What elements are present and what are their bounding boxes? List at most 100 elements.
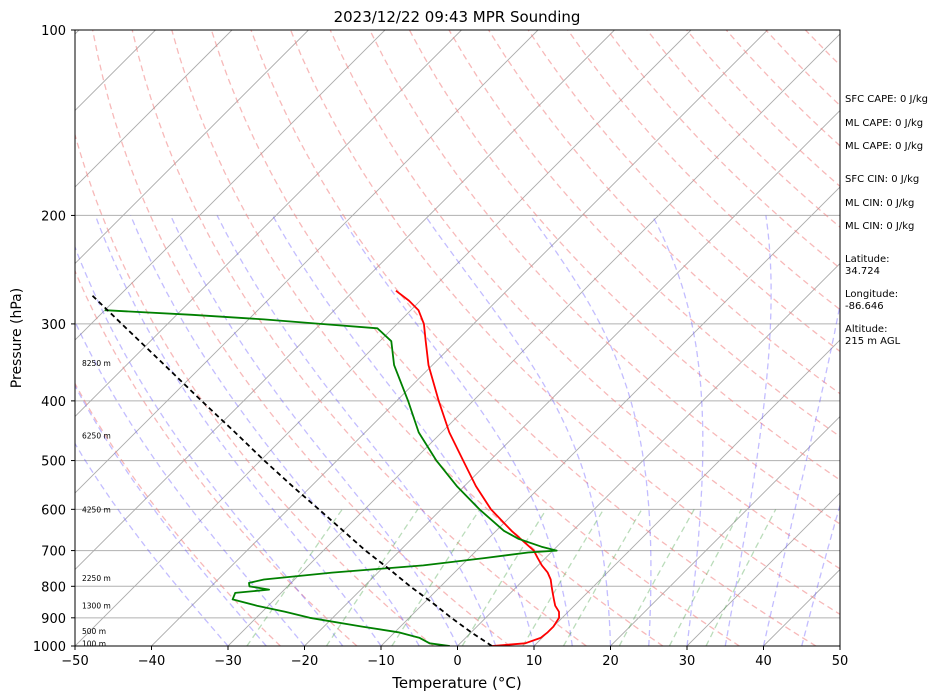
isotherm-line — [75, 30, 309, 265]
dry-adiabat-line — [488, 30, 840, 395]
x-tick-label: 0 — [453, 654, 461, 669]
mixing-ratio-line — [246, 508, 343, 646]
x-axis-ticks: −50 −40 −30 −20 −10 0 10 20 30 40 50 — [61, 646, 848, 669]
isotherm-line — [75, 30, 462, 418]
moist-adiabat-line — [762, 301, 840, 646]
y-tick-label: 700 — [41, 545, 66, 560]
isotherm-line — [610, 415, 840, 646]
sounding-series — [91, 289, 560, 646]
x-tick-label: 10 — [526, 654, 543, 669]
y-axis-label: Pressure (hPa) — [9, 288, 25, 388]
parcel-profile-line — [91, 295, 493, 646]
dry-adiabat-line — [171, 30, 664, 646]
x-tick-label: −50 — [61, 654, 88, 669]
ml-cape-text: ML CAPE: 0 J/kg — [845, 118, 923, 129]
y-tick-label: 900 — [41, 612, 66, 627]
moist-adiabat-line — [801, 502, 840, 646]
height-label: 500 m — [82, 627, 106, 636]
x-tick-label: 40 — [755, 654, 772, 669]
sfc-cin-text: SFC CIN: 0 J/kg — [845, 174, 919, 185]
mixing-ratio-line — [461, 508, 547, 646]
altitude-value: 215 m AGL — [845, 336, 901, 347]
isotherm-line — [533, 339, 840, 646]
mixing-ratio-line — [391, 508, 481, 646]
x-axis-label: Temperature (°C) — [391, 674, 521, 692]
y-tick-label: 800 — [41, 580, 66, 595]
x-tick-label: −40 — [138, 654, 165, 669]
dry-adiabat-line — [567, 30, 840, 311]
height-label: 8250 m — [82, 359, 111, 368]
mixing-ratio-line — [562, 508, 643, 646]
moist-adiabat-line — [272, 215, 535, 646]
latitude-value: 34.724 — [845, 266, 880, 277]
isotherm-line — [304, 109, 840, 646]
height-label: 4250 m — [82, 505, 111, 514]
moist-adiabat-line — [216, 215, 497, 646]
latitude-label: Latitude: — [845, 254, 890, 265]
dry-adiabat-line — [210, 30, 740, 646]
y-tick-label: 100 — [41, 24, 66, 39]
mixing-ratio-line — [668, 509, 742, 646]
moist-adiabat-line — [130, 215, 420, 646]
moist-adiabat-line — [75, 442, 229, 646]
dry-adiabat-line — [289, 30, 840, 616]
y-tick-label: 1000 — [33, 640, 66, 655]
ml-cape-text-2: ML CAPE: 0 J/kg — [845, 141, 923, 152]
x-tick-label: −20 — [291, 654, 318, 669]
dry-adiabat-line — [75, 269, 358, 646]
dewpoint-profile-line — [104, 309, 558, 646]
height-labels: 100 m 500 m 1300 m 2250 m 4250 m 6250 m 8250 m — [82, 359, 111, 648]
y-axis-ticks: 1000 900 800 700 600 500 400 300 200 100 — [33, 24, 75, 655]
temperature-profile-line — [395, 289, 560, 646]
dry-adiabat-line — [250, 30, 817, 646]
stats-panel: SFC CAPE: 0 J/kg ML CAPE: 0 J/kg ML CAPE… — [845, 94, 928, 347]
moist-adiabat-line — [339, 215, 573, 646]
mixing-ratio-line — [522, 508, 605, 646]
x-tick-label: 50 — [832, 654, 849, 669]
dry-adiabat-line — [75, 382, 281, 646]
height-label: 6250 m — [82, 431, 111, 440]
dry-adiabat-line — [329, 30, 840, 570]
y-tick-label: 400 — [41, 395, 66, 410]
y-tick-label: 500 — [41, 455, 66, 470]
isotherm-line — [75, 30, 233, 188]
dry-adiabat-line — [527, 30, 840, 353]
x-tick-label: −30 — [214, 654, 241, 669]
background-reference-lines — [75, 30, 840, 646]
x-tick-label: 20 — [602, 654, 619, 669]
x-tick-label: −10 — [367, 654, 394, 669]
moist-adiabat-line — [75, 384, 267, 646]
isotherm-line — [457, 262, 840, 646]
height-label: 100 m — [82, 639, 106, 648]
isotherm-line — [151, 30, 768, 646]
isotherm-line — [686, 492, 840, 646]
dry-adiabat-line — [131, 30, 587, 646]
sfc-cape-text: SFC CAPE: 0 J/kg — [845, 94, 928, 105]
longitude-label: Longitude: — [845, 289, 898, 300]
dry-adiabat-line — [75, 132, 434, 646]
moist-adiabat-line — [651, 215, 704, 646]
moist-adiabat-line — [94, 215, 382, 646]
dry-adiabat-line — [408, 30, 840, 481]
isotherm-line — [75, 30, 539, 494]
chart-title: 2023/12/22 09:43 MPR Sounding — [334, 8, 581, 26]
isotherm-line — [75, 30, 692, 646]
mixing-ratio-line — [618, 508, 695, 646]
y-tick-label: 300 — [41, 318, 66, 333]
mixing-ratio-line — [325, 508, 419, 646]
height-label: 1300 m — [82, 602, 111, 611]
ml-cin-text: ML CIN: 0 J/kg — [845, 198, 914, 209]
isotherm-line — [380, 186, 840, 646]
ml-cin-text-2: ML CIN: 0 J/kg — [845, 221, 914, 232]
dry-adiabat-line — [448, 30, 840, 438]
isotherm-line — [75, 30, 386, 341]
isotherm-line — [227, 33, 840, 646]
dry-adiabat-line — [91, 30, 511, 646]
mixing-ratio-line — [705, 509, 777, 646]
isotherm-line — [75, 30, 615, 571]
moist-adiabat-line — [75, 320, 305, 646]
altitude-label: Altitude: — [845, 324, 887, 335]
y-tick-label: 200 — [41, 209, 66, 224]
x-tick-label: 30 — [679, 654, 696, 669]
